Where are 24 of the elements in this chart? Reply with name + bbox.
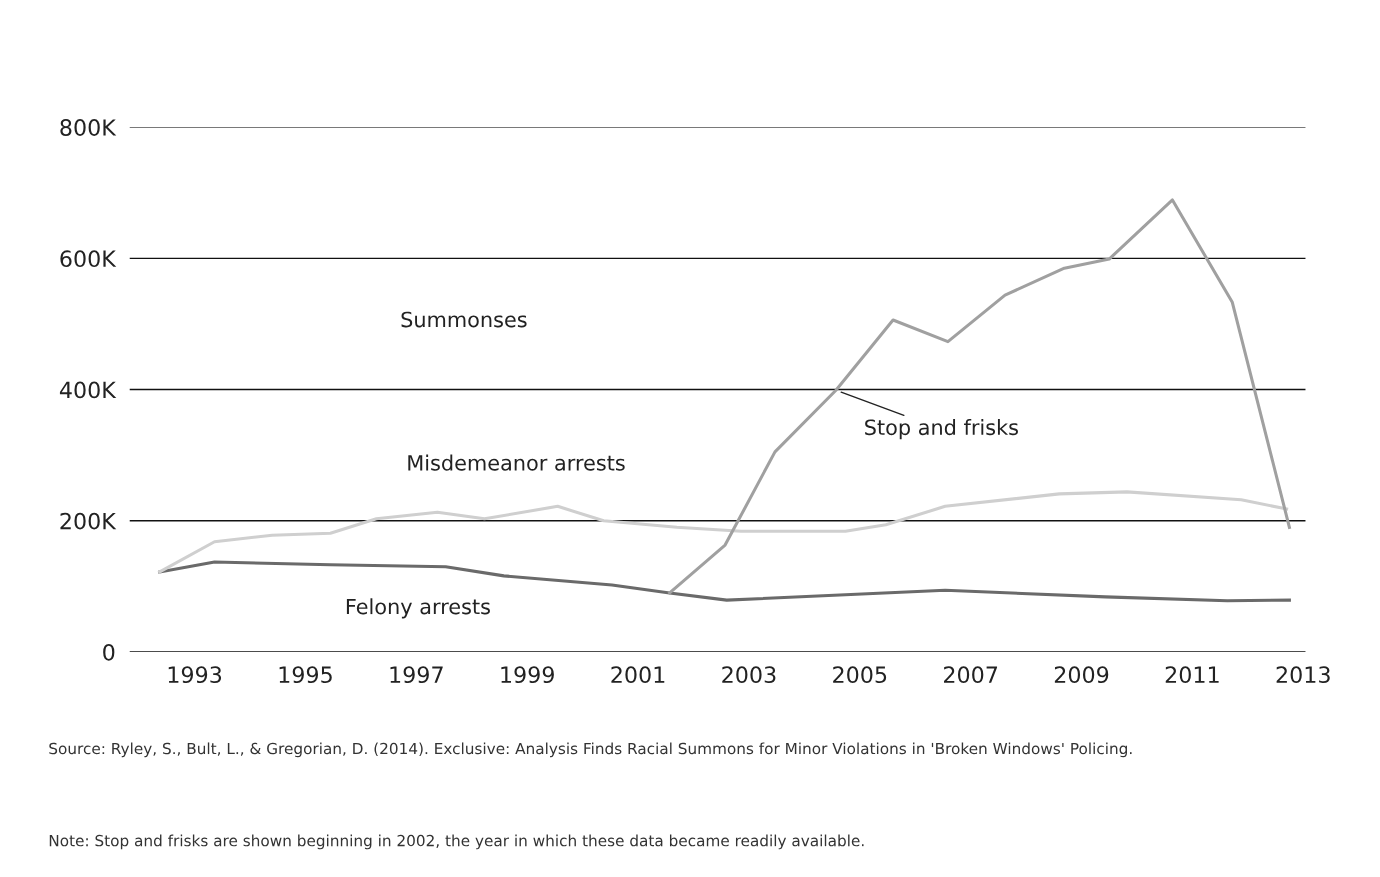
source-note: Source: Ryley, S., Bult, L., & Gregorian, D. (2014). Exclusive: Analysis Finds Racial Summons for Minor Violations in 'Broken Windows' Policing. [49,742,1132,758]
series-label: Stop and frisks [865,419,1018,440]
y-tick-label: 0 [103,643,115,661]
text: Misdemeanor arrests [408,454,625,471]
series-label: Felony arrests [346,598,490,619]
x-tick-label: 2005 [833,666,887,684]
x-tick-label: 2011 [1165,666,1219,684]
x-tick-label: 1993 [168,666,222,684]
line-series [668,198,1291,595]
x-tick-label: 1995 [279,666,332,684]
y-tick-label: 800K [60,119,117,136]
x-tick-label: 1997 [390,666,443,684]
x-tick-label: 2009 [1054,666,1109,684]
text: Note: Stop and frisks are shown beginning in 2002, the year in which these data became readily available. [49,834,864,850]
x-tick-label: 2007 [944,666,998,684]
annotation: Summonses [401,311,527,328]
x-tick-label: 1999 [501,666,554,684]
y-tick-label: 600K [60,250,117,268]
x-tick-label: 2003 [722,666,776,684]
x-tick-label: 2001 [611,666,665,684]
y-tick-label: 400K [59,381,117,399]
y-tick-label: 200K [60,512,117,530]
line-series [158,490,1289,574]
x-tick-label: 2013 [1276,666,1330,684]
